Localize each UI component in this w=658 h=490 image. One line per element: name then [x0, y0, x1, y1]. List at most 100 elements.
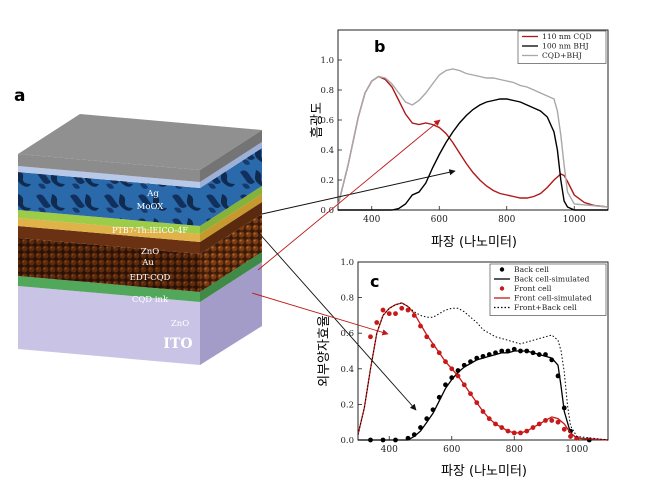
y-tick-label: 0.8 — [320, 86, 334, 96]
x-tick-label: 600 — [443, 445, 460, 455]
panel-b-series — [337, 68, 609, 211]
legend-entry: Back cell-simulated — [514, 275, 589, 284]
panel-b-xlabel: 파장 (나노미터) — [431, 235, 517, 250]
label-zno-top: ZnO — [141, 247, 159, 257]
data-point — [368, 334, 373, 340]
legend-entry: 100 nm BHJ — [542, 42, 589, 51]
series-100-nm-bhj — [338, 98, 608, 211]
panel-b: b 0.0 0.2 0.4 0.6 0.8 1.0 400 600 800 1000 파장 (나… — [310, 29, 609, 250]
data-point — [561, 426, 567, 432]
label-ag: Ag — [146, 189, 159, 199]
series-cqd-bhj — [337, 68, 609, 208]
zno-top-front — [18, 210, 200, 234]
panel-c-xlabel: 파장 (나노미터) — [441, 464, 527, 479]
legend-entry: Back cell — [514, 265, 550, 274]
series-front-cell-simulated — [357, 302, 609, 441]
x-tick-label: 600 — [431, 215, 448, 225]
ag-top — [18, 114, 262, 170]
moox-front — [18, 166, 200, 188]
x-tick-label: 1000 — [565, 445, 588, 455]
data-point — [399, 305, 405, 311]
series-110-nm-cqd — [337, 75, 609, 208]
label-zno-bottom: ZnO — [171, 319, 189, 329]
arrow-cqd-to-c — [251, 292, 389, 336]
bhj-right — [200, 148, 262, 226]
y-tick-label: 0.2 — [340, 400, 354, 410]
zno-bottom-right — [200, 252, 262, 302]
ag-right — [200, 130, 262, 182]
series-front-cell — [368, 305, 580, 441]
legend-entry: 110 nm CQD — [542, 32, 592, 41]
legend-entry: Front cell-simulated — [514, 294, 592, 303]
label-au: Au — [141, 258, 154, 268]
y-tick-label: 1.0 — [340, 258, 354, 268]
x-tick-label: 1000 — [563, 215, 586, 225]
ito-side-front — [18, 286, 200, 365]
moox-right — [200, 142, 262, 188]
au-front — [18, 218, 200, 242]
x-tick-label: 800 — [506, 445, 523, 455]
arrow-bhj-to-b — [261, 169, 456, 215]
data-point — [393, 311, 398, 317]
data-point — [386, 311, 392, 317]
x-tick-label: 400 — [381, 445, 398, 455]
connector-arrows — [251, 119, 456, 411]
y-tick-label: 0.0 — [340, 436, 354, 446]
y-tick-label: 0.4 — [340, 365, 354, 375]
panel-c-ylabel: 외부양자효율 — [317, 315, 332, 387]
ag-front — [18, 154, 200, 182]
data-point — [374, 320, 380, 325]
label-bhj: PTB7-Th:IEICO-4F — [112, 226, 188, 235]
legend-marker — [499, 267, 505, 272]
panel-c-series — [357, 302, 609, 443]
x-tick-label: 400 — [363, 215, 380, 225]
panel-c-letter: c — [370, 272, 379, 291]
data-point — [568, 434, 573, 439]
bhj-front — [18, 172, 200, 226]
data-point — [430, 343, 436, 349]
zno-bottom-front — [18, 276, 200, 302]
data-point — [549, 418, 555, 423]
y-tick-label: 0.2 — [320, 176, 334, 186]
device-stack: Ag MoOX PTB7-Th:IEICO-4F ZnO Au EDT-CQD … — [18, 114, 262, 365]
panel-c-frame — [357, 261, 609, 441]
legend-entry: CQD+BHJ — [542, 51, 582, 60]
cqd-ink-right — [200, 214, 262, 292]
y-tick-label: 0.4 — [320, 146, 334, 156]
y-tick-label: 0.6 — [320, 116, 334, 126]
label-moox: MoOX — [137, 202, 165, 212]
edt-cqd-right — [200, 202, 262, 254]
y-tick-label: 0.0 — [320, 206, 334, 216]
ito-side-right — [200, 262, 262, 365]
panel-c-xticks: 400 600 800 1000 — [381, 436, 588, 455]
label-cqd-ink: CQD ink — [132, 295, 169, 305]
arrow-cqd-to-b — [257, 119, 441, 271]
au-right — [200, 194, 262, 242]
y-tick-label: 0.8 — [340, 294, 354, 304]
zno-top-right — [200, 186, 262, 234]
series-front-back-cell — [357, 302, 609, 441]
panel-c-yticks: 0.0 0.2 0.4 0.6 0.8 1.0 — [340, 258, 362, 446]
series-back-cell-simulated — [358, 350, 609, 441]
x-tick-label: 800 — [498, 215, 515, 225]
y-tick-label: 0.6 — [340, 329, 354, 339]
panel-a-letter: a — [14, 86, 25, 106]
label-ito: ITO — [163, 336, 192, 352]
panel-c: c 0.0 0.2 0.4 0.6 0.8 1.0 400 600 800 1000 파장 (나… — [317, 258, 609, 479]
data-point — [405, 307, 411, 313]
legend-marker — [499, 286, 505, 291]
data-point — [555, 419, 561, 425]
arrow-bhj-to-c — [257, 231, 417, 411]
label-edt-cqd: EDT-CQD — [130, 273, 171, 283]
panel-b-yticks: 0.0 0.2 0.4 0.6 0.8 1.0 — [320, 56, 342, 216]
cqd-ink-front — [18, 238, 200, 292]
edt-cqd-front — [18, 226, 200, 254]
legend-entry: Front+Back cell — [514, 303, 577, 312]
panel-b-letter: b — [374, 37, 385, 56]
panel-b-ylabel: 흡광도 — [310, 102, 325, 138]
legend-entry: Front cell — [514, 284, 552, 293]
y-tick-label: 1.0 — [320, 56, 334, 66]
